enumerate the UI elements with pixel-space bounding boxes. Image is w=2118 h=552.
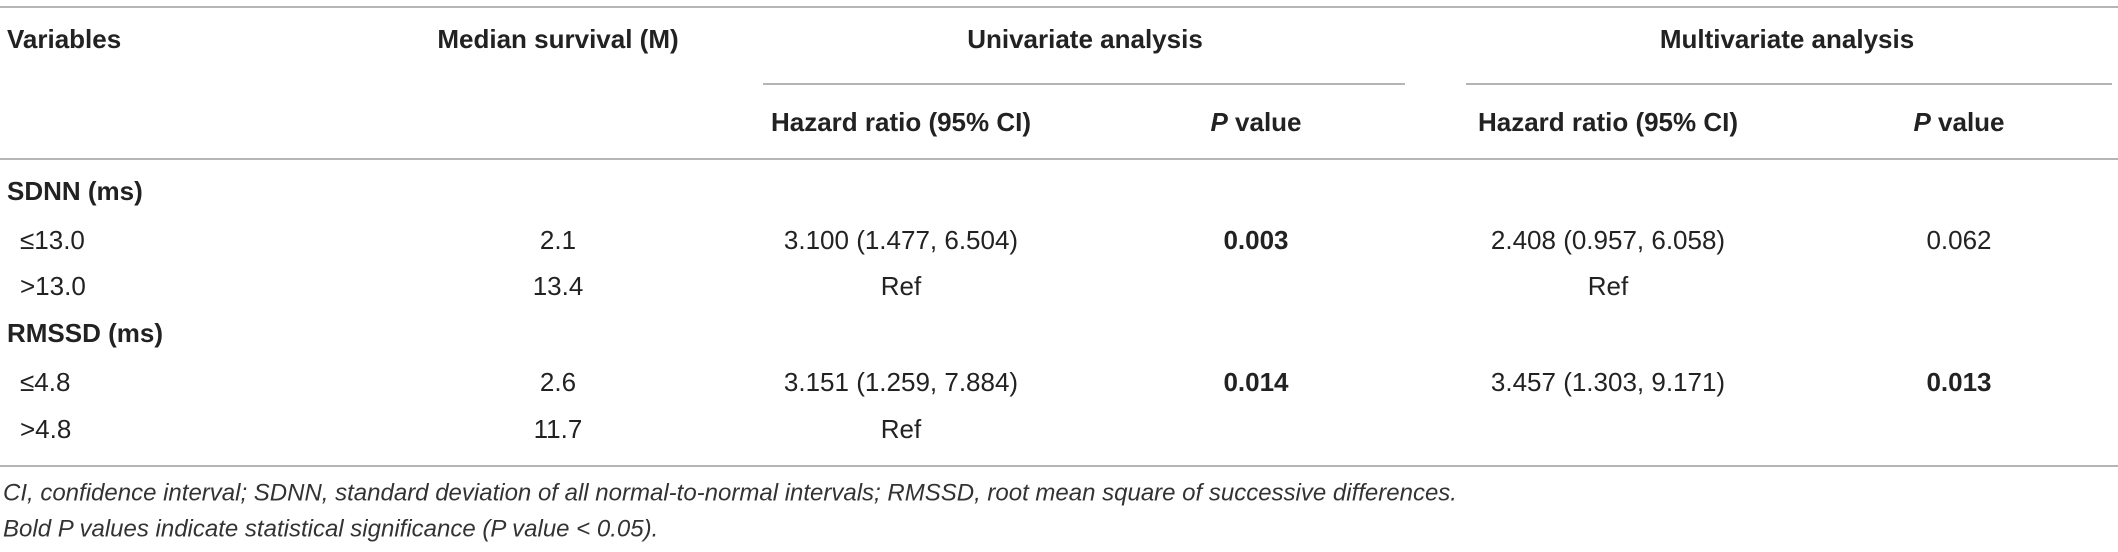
header-cell: Multivariate analysis xyxy=(1660,24,1914,54)
table-cell: 2.1 xyxy=(540,225,576,255)
table-cell: 11.7 xyxy=(534,414,583,444)
group-label: RMSSD (ms) xyxy=(7,318,163,348)
header-cell: Hazard ratio (95% CI) xyxy=(1478,107,1738,137)
header-cell: Variables xyxy=(7,24,121,54)
header-part: P xyxy=(1913,107,1931,137)
header-cell: P value xyxy=(1913,107,2004,137)
row-label: >4.8 xyxy=(20,414,71,444)
table-cell: Ref xyxy=(881,414,922,444)
footnote: Bold P values indicate statistical signi… xyxy=(3,515,658,542)
table-cell: 0.014 xyxy=(1223,367,1289,397)
header-part: P xyxy=(1210,107,1228,137)
row-label: ≤13.0 xyxy=(20,225,85,255)
row-label: ≤4.8 xyxy=(20,367,70,397)
table-cell: 2.6 xyxy=(540,367,576,397)
header-cell: Hazard ratio (95% CI) xyxy=(771,107,1031,137)
table-cell: 0.013 xyxy=(1926,367,1991,397)
header-cell: Univariate analysis xyxy=(967,24,1203,54)
table-cell: 3.151 (1.259, 7.884) xyxy=(784,367,1018,397)
table-cell: 0.062 xyxy=(1926,225,1991,255)
table-cell: 3.457 (1.303, 9.171) xyxy=(1491,367,1725,397)
header-part: value xyxy=(1931,107,2005,137)
table-cell: 13.4 xyxy=(533,271,584,301)
header-part: value xyxy=(1228,107,1302,137)
row-label: >13.0 xyxy=(20,271,86,301)
table-cell: 2.408 (0.957, 6.058) xyxy=(1491,225,1725,255)
footnote: CI, confidence interval; SDNN, standard … xyxy=(3,479,1457,506)
table-cell: Ref xyxy=(881,271,922,301)
table-cell: 3.100 (1.477, 6.504) xyxy=(784,225,1018,255)
table-cell: 0.003 xyxy=(1223,225,1288,255)
header-cell: Median survival (M) xyxy=(437,24,678,54)
header-cell: P value xyxy=(1210,107,1301,137)
table-cell: Ref xyxy=(1588,271,1629,301)
group-label: SDNN (ms) xyxy=(7,176,143,206)
